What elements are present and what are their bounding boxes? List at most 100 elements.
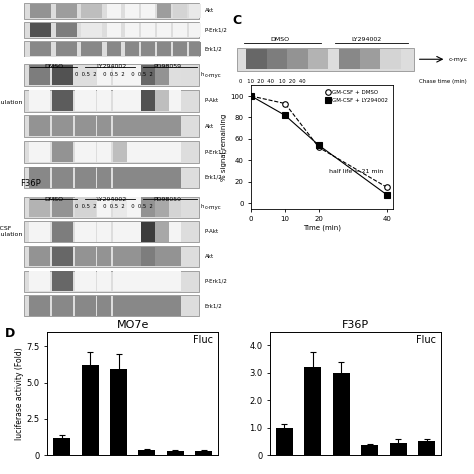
FancyBboxPatch shape	[74, 271, 96, 291]
FancyBboxPatch shape	[113, 91, 127, 111]
FancyBboxPatch shape	[24, 22, 199, 38]
Text: Fluc: Fluc	[416, 336, 436, 346]
Text: LY294002: LY294002	[96, 64, 127, 69]
Bar	[167, 451, 184, 455]
Text: Akt: Akt	[205, 9, 214, 13]
FancyBboxPatch shape	[155, 197, 169, 217]
Text: P-Akt: P-Akt	[205, 229, 219, 235]
FancyBboxPatch shape	[82, 42, 102, 56]
FancyBboxPatch shape	[97, 222, 111, 242]
FancyBboxPatch shape	[29, 116, 50, 137]
FancyBboxPatch shape	[155, 116, 169, 137]
X-axis label: Time (min): Time (min)	[303, 225, 341, 231]
FancyBboxPatch shape	[113, 167, 127, 188]
Text: DMSO: DMSO	[271, 37, 290, 42]
FancyBboxPatch shape	[155, 271, 169, 291]
FancyBboxPatch shape	[127, 197, 141, 217]
FancyBboxPatch shape	[97, 296, 111, 316]
Text: P-Erk1/2: P-Erk1/2	[205, 149, 228, 155]
FancyBboxPatch shape	[113, 142, 127, 162]
FancyBboxPatch shape	[155, 222, 169, 242]
FancyBboxPatch shape	[141, 222, 155, 242]
FancyBboxPatch shape	[169, 296, 182, 316]
FancyBboxPatch shape	[29, 222, 50, 242]
Text: F36P: F36P	[20, 179, 40, 188]
FancyBboxPatch shape	[29, 167, 50, 188]
FancyBboxPatch shape	[24, 271, 199, 292]
FancyBboxPatch shape	[97, 271, 111, 291]
Text: h: h	[201, 72, 204, 77]
Bar	[138, 450, 155, 455]
FancyBboxPatch shape	[55, 23, 77, 37]
FancyBboxPatch shape	[24, 166, 199, 188]
FancyBboxPatch shape	[74, 65, 96, 85]
Text: c-myc: c-myc	[448, 57, 468, 62]
Text: LY294002: LY294002	[96, 197, 127, 202]
FancyBboxPatch shape	[169, 116, 182, 137]
FancyBboxPatch shape	[237, 48, 414, 71]
Bar	[276, 428, 293, 455]
FancyBboxPatch shape	[141, 296, 155, 316]
FancyBboxPatch shape	[52, 197, 73, 217]
FancyBboxPatch shape	[380, 49, 401, 69]
Text: c-myc: c-myc	[205, 73, 222, 78]
Text: 0  0.5  2    0  0.5  2    0  0.5  2: 0 0.5 2 0 0.5 2 0 0.5 2	[75, 72, 153, 77]
FancyBboxPatch shape	[97, 142, 111, 162]
Text: GM-CSF
stimulation: GM-CSF stimulation	[0, 226, 23, 237]
Text: Erk1/2: Erk1/2	[205, 46, 223, 51]
Text: Akt: Akt	[205, 124, 214, 129]
FancyBboxPatch shape	[169, 142, 182, 162]
FancyBboxPatch shape	[127, 167, 141, 188]
FancyBboxPatch shape	[74, 91, 96, 111]
FancyBboxPatch shape	[97, 246, 111, 266]
FancyBboxPatch shape	[127, 116, 141, 137]
FancyBboxPatch shape	[141, 42, 155, 56]
Title: MO7e: MO7e	[117, 319, 149, 329]
Text: 0  0.5  2    0  0.5  2    0  0.5  2: 0 0.5 2 0 0.5 2 0 0.5 2	[75, 204, 153, 209]
FancyBboxPatch shape	[173, 23, 187, 37]
FancyBboxPatch shape	[52, 167, 73, 188]
FancyBboxPatch shape	[52, 142, 73, 162]
FancyBboxPatch shape	[339, 49, 360, 69]
FancyBboxPatch shape	[155, 296, 169, 316]
Text: C: C	[232, 14, 241, 27]
FancyBboxPatch shape	[52, 296, 73, 316]
FancyBboxPatch shape	[24, 221, 199, 242]
FancyBboxPatch shape	[24, 115, 199, 137]
FancyBboxPatch shape	[169, 197, 182, 217]
FancyBboxPatch shape	[266, 49, 287, 69]
Text: DMSO: DMSO	[44, 197, 63, 202]
FancyBboxPatch shape	[82, 4, 102, 18]
Text: Erk1/2: Erk1/2	[205, 303, 223, 309]
FancyBboxPatch shape	[141, 91, 155, 111]
Text: DMSO: DMSO	[44, 64, 63, 69]
FancyBboxPatch shape	[157, 23, 171, 37]
FancyBboxPatch shape	[125, 4, 139, 18]
FancyBboxPatch shape	[52, 222, 73, 242]
FancyBboxPatch shape	[141, 167, 155, 188]
FancyBboxPatch shape	[173, 4, 187, 18]
FancyBboxPatch shape	[74, 167, 96, 188]
Title: F36P: F36P	[342, 319, 369, 329]
FancyBboxPatch shape	[113, 271, 127, 291]
FancyBboxPatch shape	[169, 91, 182, 111]
FancyBboxPatch shape	[107, 42, 121, 56]
Text: half life = 21 min: half life = 21 min	[329, 169, 383, 174]
FancyBboxPatch shape	[157, 42, 171, 56]
FancyBboxPatch shape	[189, 4, 201, 18]
FancyBboxPatch shape	[74, 296, 96, 316]
FancyBboxPatch shape	[155, 167, 169, 188]
FancyBboxPatch shape	[113, 222, 127, 242]
FancyBboxPatch shape	[189, 23, 201, 37]
Text: LY294002: LY294002	[352, 37, 382, 42]
FancyBboxPatch shape	[24, 41, 199, 57]
Text: D: D	[5, 327, 15, 340]
FancyBboxPatch shape	[141, 116, 155, 137]
FancyBboxPatch shape	[113, 246, 127, 266]
FancyBboxPatch shape	[29, 65, 50, 85]
FancyBboxPatch shape	[24, 295, 199, 316]
FancyBboxPatch shape	[74, 197, 96, 217]
FancyBboxPatch shape	[24, 3, 199, 19]
FancyBboxPatch shape	[141, 23, 155, 37]
FancyBboxPatch shape	[52, 271, 73, 291]
